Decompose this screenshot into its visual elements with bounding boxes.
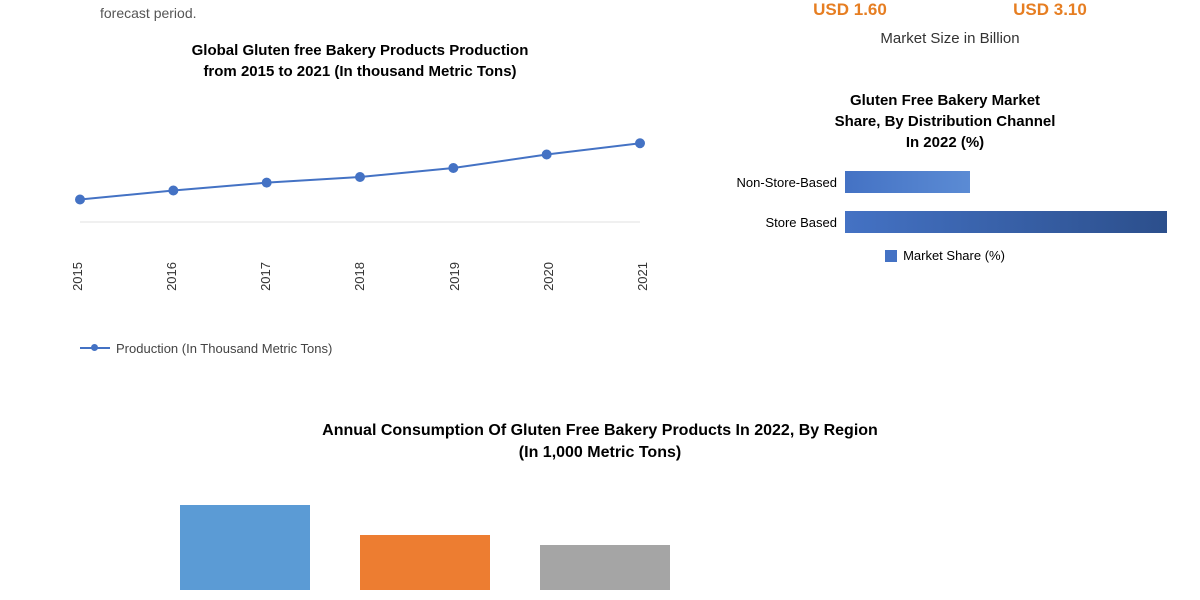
vbar — [540, 545, 670, 590]
hbar-fill — [845, 171, 970, 193]
x-axis-label: 2020 — [541, 262, 556, 291]
hbar-chart-block: Gluten Free Bakery MarketShare, By Distr… — [710, 90, 1180, 263]
hbar-legend: Market Share (%) — [710, 248, 1180, 263]
forecast-text: forecast period. — [100, 5, 197, 21]
line-chart-legend: Production (In Thousand Metric Tons) — [80, 341, 680, 356]
market-size-label: Market Size in Billion — [750, 30, 1150, 47]
x-axis-label: 2015 — [70, 262, 85, 291]
vbar — [360, 535, 490, 590]
vbar-chart — [180, 490, 670, 590]
market-size-block: USD 1.60 USD 3.10 Market Size in Billion — [750, 0, 1150, 47]
hbar-row: Non-Store-Based — [710, 168, 1180, 196]
hbar-chart-title: Gluten Free Bakery MarketShare, By Distr… — [710, 90, 1180, 153]
vbar — [180, 505, 310, 590]
x-axis-label: 2016 — [164, 262, 179, 291]
line-chart-x-labels: 2015 2016 2017 2018 2019 2020 2021 — [70, 262, 650, 291]
hbar-row: Store Based — [710, 208, 1180, 236]
hbar-label: Store Based — [710, 215, 845, 230]
hbar-label: Non-Store-Based — [710, 175, 845, 190]
x-axis-label: 2021 — [635, 262, 650, 291]
x-axis-label: 2018 — [352, 262, 367, 291]
usd-value-1: USD 1.60 — [813, 0, 887, 20]
usd-value-2: USD 3.10 — [1013, 0, 1087, 20]
line-chart-block: Global Gluten free Bakery Products Produ… — [40, 40, 680, 356]
line-chart-title: Global Gluten free Bakery Products Produ… — [40, 40, 680, 82]
x-axis-label: 2017 — [258, 262, 273, 291]
x-axis-label: 2019 — [447, 262, 462, 291]
hbar-fill — [845, 211, 1167, 233]
hbar-legend-text: Market Share (%) — [903, 248, 1005, 263]
line-legend-text: Production (In Thousand Metric Tons) — [116, 341, 332, 356]
bottom-chart-title: Annual Consumption Of Gluten Free Bakery… — [0, 420, 1200, 465]
line-chart — [60, 97, 660, 257]
